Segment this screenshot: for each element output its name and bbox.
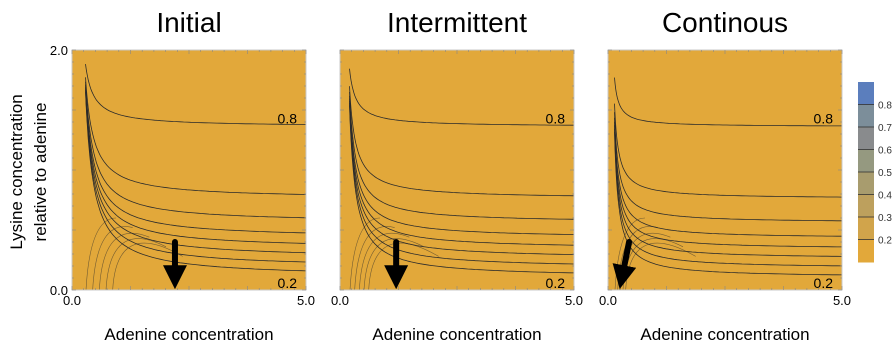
contour-line [85,90,307,263]
x-tick-label: 5.0 [833,293,851,308]
contour-line [105,238,167,291]
contour-line [349,91,575,220]
colorbar-tick-label: 0.4 [878,191,892,202]
contour-line [349,103,575,265]
contour-line [112,242,183,291]
colorbar-legend: 0.8 0.7 0.6 0.5 0.4 0.3 0.2 [858,82,892,263]
x-tick-label: 0.0 [599,293,617,308]
colorbar-tick-label: 0.6 [878,146,892,157]
contour-line [85,77,307,195]
contour-line [614,131,843,276]
contour-line [614,117,842,237]
colorbar-band [858,194,874,218]
contour-line [614,77,842,127]
panel-title: Intermittent [387,7,527,38]
y-axis-label-line1: Lysine concentration [7,94,26,249]
colorbar-band [858,149,874,173]
x-tick-label: 0.0 [63,293,81,308]
contour-line [363,238,425,291]
contour-band [608,50,842,275]
trend-arrow [612,239,637,289]
contour-line [354,226,395,291]
contour-line [85,84,307,234]
colorbar-band [858,239,874,263]
contour-label: 0.8 [546,110,566,126]
colorbar-band [858,127,874,150]
contour-label: 0.2 [814,275,834,291]
contour-line [614,112,842,222]
contour-label: 0.8 [278,110,298,126]
contour-line [99,232,150,291]
y-tick-label: 0.0 [50,283,68,298]
colorbar-band [858,217,874,240]
contour-line [349,98,575,246]
contour-line [614,125,843,257]
contour-line [85,88,307,254]
panel-continous: Continous Adenine concentration 0.0 5.0 0.8 0… [599,7,851,344]
contour-line [85,91,307,272]
colorbar-tick-label: 0.8 [878,101,892,112]
x-axis-label: Adenine concentration [640,325,809,344]
contour-line [349,95,575,235]
y-axis-label-line2: relative to adenine [31,103,50,242]
contour-line [85,64,307,125]
colorbar-tick-label: 0.7 [878,123,892,134]
contour-line [614,128,843,267]
contour-line [349,86,575,197]
colorbar-tick-label: 0.3 [878,213,892,224]
contour-line [85,86,307,244]
contour-line [349,217,381,291]
colorbar-tick-label: 0.2 [878,236,892,247]
contour-label: 0.2 [546,275,566,291]
contour-band [340,50,574,273]
contour-line [85,217,117,291]
contour-label: 0.2 [278,275,298,291]
colorbar-band [858,82,874,105]
x-tick-label: 5.0 [297,293,315,308]
y-tick-label: 2.0 [50,43,68,58]
panel-initial: Initial Adenine concentration 0.0 5.0 0.0 2.0… [50,7,315,344]
panel-intermittent: Intermittent Adenine concentration 0.0 5.0 0… [331,7,583,344]
contour-line [614,103,843,198]
x-axis-label: Adenine concentration [372,325,541,344]
panel-title: Initial [156,7,221,38]
contour-line [349,68,574,126]
panel-title: Continous [662,7,788,38]
x-axis-label: Adenine concentration [104,325,273,344]
contour-line [359,232,410,291]
contour-line [368,242,439,291]
contour-line [349,105,575,274]
contour-line [92,226,133,291]
contour-line [614,121,842,248]
contour-line [85,81,307,219]
colorbar-band [858,172,874,195]
colorbar-tick-label: 0.5 [878,168,892,179]
colorbar-band [858,104,874,128]
x-tick-label: 5.0 [565,293,583,308]
x-tick-label: 0.0 [331,293,349,308]
contour-label: 0.8 [814,110,834,126]
